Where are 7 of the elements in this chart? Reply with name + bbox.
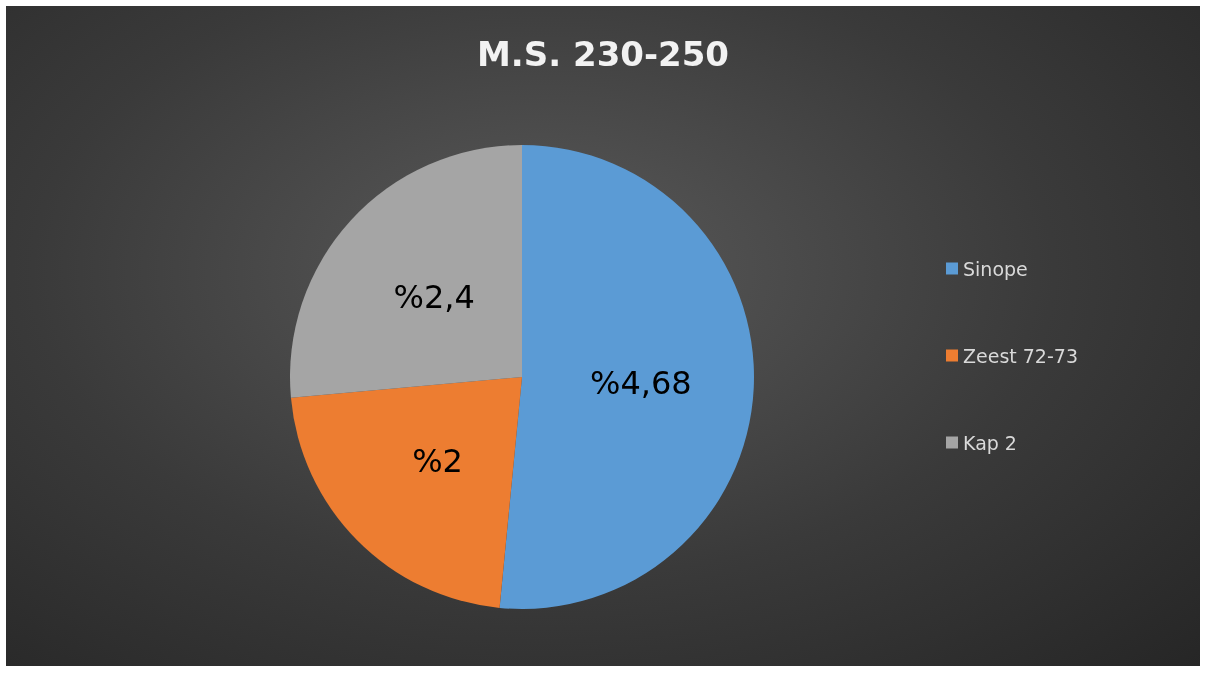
legend-label: Sinope [963, 257, 1028, 280]
data-label: %2 [412, 441, 463, 480]
data-label: %4,68 [590, 363, 692, 402]
legend-label: Zeest 72-73 [963, 344, 1078, 367]
legend-label: Kap 2 [963, 431, 1017, 454]
chart-title: M.S. 230-250 [476, 34, 730, 74]
data-label: %2,4 [393, 277, 475, 316]
